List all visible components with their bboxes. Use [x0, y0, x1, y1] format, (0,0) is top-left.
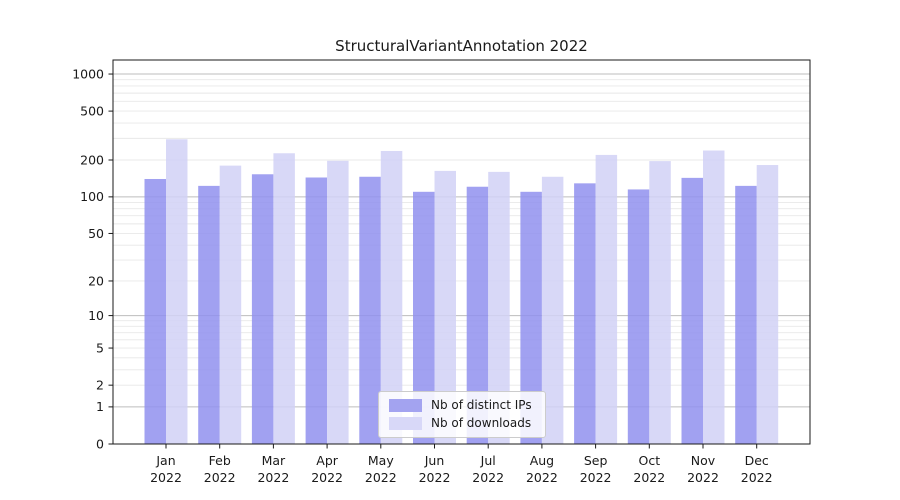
bar-downloads-jan [166, 139, 188, 444]
x-tick-label-month: Apr [316, 453, 338, 468]
x-tick-label-year: 2022 [257, 470, 289, 485]
legend-item: Nb of distinct IPs [379, 396, 545, 414]
y-tick-label: 200 [80, 152, 104, 167]
bar-downloads-sep [595, 154, 618, 444]
x-tick-label-month: Mar [262, 453, 286, 468]
x-tick-label-month: Jul [480, 453, 496, 468]
x-tick-label-year: 2022 [687, 470, 719, 485]
bar-downloads-jun [434, 170, 456, 444]
legend-label: Nb of downloads [431, 416, 532, 430]
bar-distinct-ips-feb [198, 185, 220, 445]
bar-downloads-aug [541, 176, 564, 444]
bar-distinct-ips-oct [627, 189, 650, 444]
x-tick-label-month: Aug [530, 453, 554, 468]
y-tick-label: 2 [96, 377, 104, 392]
y-tick-label: 50 [88, 226, 104, 241]
y-tick-label: 1000 [72, 66, 104, 81]
chart-title: StructuralVariantAnnotation 2022 [335, 37, 588, 55]
x-tick-label-year: 2022 [526, 470, 558, 485]
plot-border [112, 59, 811, 445]
x-tick-label-month: Oct [638, 453, 660, 468]
y-tick-label: 500 [80, 103, 104, 118]
x-tick-label-year: 2022 [311, 470, 343, 485]
x-tick-label-year: 2022 [365, 470, 397, 485]
bar-downloads-nov [703, 150, 725, 444]
x-tick-label-month: Jan [155, 453, 175, 468]
bar-distinct-ips-dec [735, 185, 757, 445]
y-tick-label: 20 [88, 273, 104, 288]
y-tick-label: 10 [88, 308, 104, 323]
x-tick-label-month: Feb [209, 453, 231, 468]
y-tick-label: 100 [80, 189, 104, 204]
x-tick-label-month: Dec [745, 453, 769, 468]
y-tick-label: 5 [96, 340, 104, 355]
x-tick-label-year: 2022 [633, 470, 665, 485]
x-tick-label-year: 2022 [204, 470, 236, 485]
bar-distinct-ips-sep [574, 183, 596, 444]
legend-swatch-downloads [389, 416, 422, 430]
y-tick-label: 1 [96, 399, 104, 414]
bar-downloads-may [380, 150, 403, 444]
bar-distinct-ips-nov [681, 177, 703, 444]
x-tick-label-year: 2022 [419, 470, 451, 485]
bar-distinct-ips-jun [413, 191, 435, 444]
x-tick-label-month: May [368, 453, 394, 468]
x-tick-label-year: 2022 [580, 470, 612, 485]
legend-swatch-distinct-ips [389, 398, 422, 412]
y-tick-label: 0 [96, 436, 104, 451]
bar-distinct-ips-jan [144, 178, 166, 444]
bar-downloads-apr [327, 160, 349, 445]
x-tick-label-year: 2022 [741, 470, 773, 485]
bar-downloads-dec [756, 165, 779, 444]
bar-distinct-ips-jul [466, 186, 489, 444]
x-tick-label-year: 2022 [150, 470, 182, 485]
bar-downloads-feb [219, 165, 242, 444]
x-tick-label-month: Sep [584, 453, 608, 468]
bar-downloads-jul [488, 171, 510, 445]
bar-distinct-ips-may [359, 176, 381, 444]
bar-downloads-oct [649, 161, 671, 444]
legend: Nb of distinct IPs Nb of downloads [378, 391, 546, 438]
bar-distinct-ips-apr [305, 177, 328, 445]
legend-label: Nb of distinct IPs [431, 398, 532, 412]
bar-distinct-ips-aug [520, 191, 542, 444]
x-tick-label-month: Jun [424, 453, 445, 468]
bar-distinct-ips-mar [251, 174, 274, 444]
legend-item: Nb of downloads [379, 414, 545, 432]
x-tick-label-month: Nov [691, 453, 716, 468]
bar-downloads-mar [273, 153, 295, 445]
x-tick-label-year: 2022 [472, 470, 504, 485]
